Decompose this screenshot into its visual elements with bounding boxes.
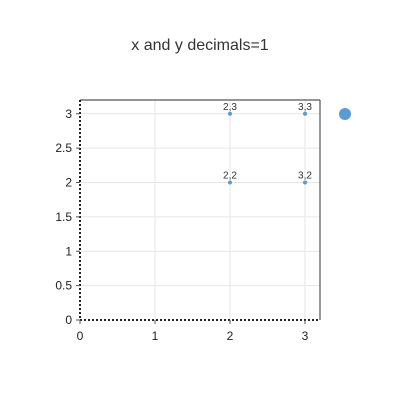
data-label: 2,2: [223, 171, 237, 182]
y-tick-label: 0: [65, 313, 72, 327]
y-tick-label: 2: [65, 176, 72, 190]
x-tick-label: 0: [77, 329, 84, 343]
data-point: [303, 180, 307, 185]
x-tick-label: 3: [302, 329, 309, 343]
legend-marker: [339, 108, 351, 120]
data-point: [303, 111, 307, 116]
data-label: 3,3: [298, 102, 312, 113]
y-tick-label: 2.5: [55, 141, 72, 155]
data-point: [228, 180, 232, 185]
plot-area: 0 1 2 3 0 0.5 1 1.5 2 2.5 3 2,3 3,3 2,2 3,2: [55, 99, 351, 343]
data-label: 2,3: [223, 102, 237, 113]
y-tick-label: 1: [65, 244, 72, 258]
x-tick-label: 1: [152, 329, 159, 343]
chart-title: x and y decimals=1: [131, 37, 269, 54]
data-label: 3,2: [298, 171, 312, 182]
y-tick-label: 1.5: [55, 210, 72, 224]
x-tick-label: 2: [227, 329, 234, 343]
y-tick-label: 0.5: [55, 279, 72, 293]
y-tick-label: 3: [65, 107, 72, 121]
data-point: [228, 111, 232, 116]
